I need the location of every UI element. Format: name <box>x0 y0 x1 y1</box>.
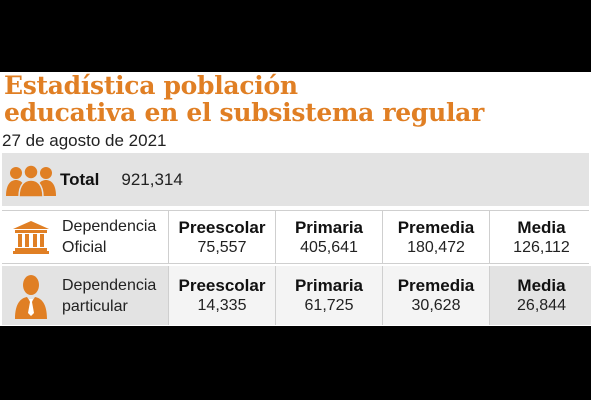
government-building-icon <box>2 211 60 263</box>
cell-value: 30,628 <box>411 297 461 314</box>
cell-label: Preescolar <box>178 276 266 295</box>
private-row: Dependencia particular Preescolar 14,335… <box>2 266 591 325</box>
cell-value: 405,641 <box>300 238 358 256</box>
total-label: Total <box>60 169 100 189</box>
official-preescolar-cell: Preescolar 75,557 <box>168 211 275 263</box>
cell-value: 180,472 <box>407 238 465 256</box>
businessman-icon <box>2 266 60 325</box>
private-media-cell: Media 26,844 <box>489 266 591 325</box>
cell-label: Primaria <box>294 276 364 295</box>
private-label: Dependencia particular <box>60 266 168 325</box>
official-premedia-cell: Premedia 180,472 <box>382 211 489 263</box>
people-group-icon <box>2 153 60 206</box>
cell-label: Premedia <box>397 276 475 295</box>
official-label-line-1: Dependencia <box>62 218 157 235</box>
cell-value: 126,112 <box>513 238 570 256</box>
cell-value: 75,557 <box>197 238 247 256</box>
cell-label: Media <box>517 217 566 237</box>
title-line-1: Estadística población <box>4 72 298 100</box>
official-label-line-2: Oficial <box>62 239 107 256</box>
private-preescolar-cell: Preescolar 14,335 <box>168 266 275 325</box>
cell-label: Media <box>517 276 566 295</box>
infographic-panel: Estadística población educativa en el su… <box>0 72 591 326</box>
private-label-line-1: Dependencia <box>62 276 157 294</box>
private-label-line-2: particular <box>62 297 128 315</box>
private-premedia-cell: Premedia 30,628 <box>382 266 489 325</box>
cell-value: 26,844 <box>517 297 566 314</box>
total-value: 921,314 <box>121 169 183 189</box>
total-row: Total 921,314 <box>2 153 589 206</box>
official-label: Dependencia Oficial <box>60 211 168 263</box>
infographic-title: Estadística población educativa en el su… <box>4 72 589 126</box>
cell-value: 14,335 <box>197 297 247 314</box>
cell-label: Premedia <box>397 217 475 237</box>
private-primaria-cell: Primaria 61,725 <box>275 266 382 325</box>
official-media-cell: Media 126,112 <box>489 211 591 263</box>
cell-value: 61,725 <box>304 297 354 314</box>
official-primaria-cell: Primaria 405,641 <box>275 211 382 263</box>
title-line-2: educativa en el subsistema regular <box>4 98 484 127</box>
cell-label: Preescolar <box>178 217 266 237</box>
cell-label: Primaria <box>294 217 364 237</box>
official-row: Dependencia Oficial Preescolar 75,557 Pr… <box>2 210 591 264</box>
date-label: 27 de agosto de 2021 <box>2 131 167 150</box>
